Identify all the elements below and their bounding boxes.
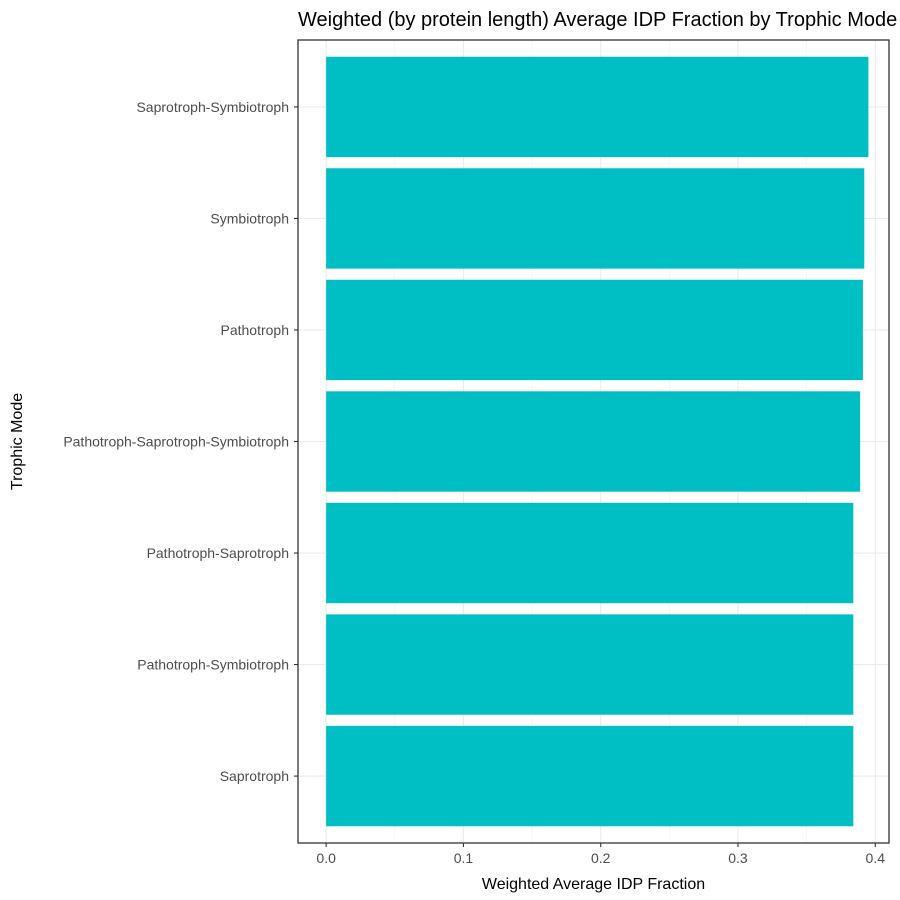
y-tick-label: Saprotroph — [220, 768, 289, 784]
x-tick-label: 0.2 — [591, 850, 611, 866]
plot-panel — [297, 39, 890, 844]
y-tick-label: Pathotroph-Saprotroph — [147, 545, 289, 561]
x-tick-label: 0.0 — [316, 850, 336, 866]
x-tick-label: 0.3 — [728, 850, 748, 866]
x-tick-label: 0.4 — [866, 850, 886, 866]
bar — [326, 56, 869, 158]
y-tick-label: Pathotroph-Symbiotroph — [137, 657, 289, 673]
y-tick-label: Pathotroph-Saprotroph-Symbiotroph — [63, 434, 289, 450]
bar — [326, 614, 854, 715]
x-axis: 0.0 0.1 0.2 0.3 0.4 — [316, 843, 885, 866]
bar — [326, 502, 854, 604]
y-tick-label: Saprotroph-Symbiotroph — [136, 99, 289, 115]
bars — [326, 56, 869, 827]
chart-title: Weighted (by protein length) Average IDP… — [298, 9, 897, 31]
x-axis-title: Weighted Average IDP Fraction — [482, 876, 705, 893]
y-tick-label: Pathotroph — [221, 322, 290, 338]
y-tick-label: Symbiotroph — [210, 210, 289, 226]
bar — [326, 168, 865, 269]
y-axis: Saprotroph-Symbiotroph Symbiotroph Pathotr… — [63, 99, 298, 784]
bar — [326, 725, 854, 827]
y-axis-title: Trophic Mode — [9, 393, 26, 490]
bar — [326, 279, 863, 381]
x-tick-label: 0.1 — [454, 850, 474, 866]
bar — [326, 391, 861, 492]
